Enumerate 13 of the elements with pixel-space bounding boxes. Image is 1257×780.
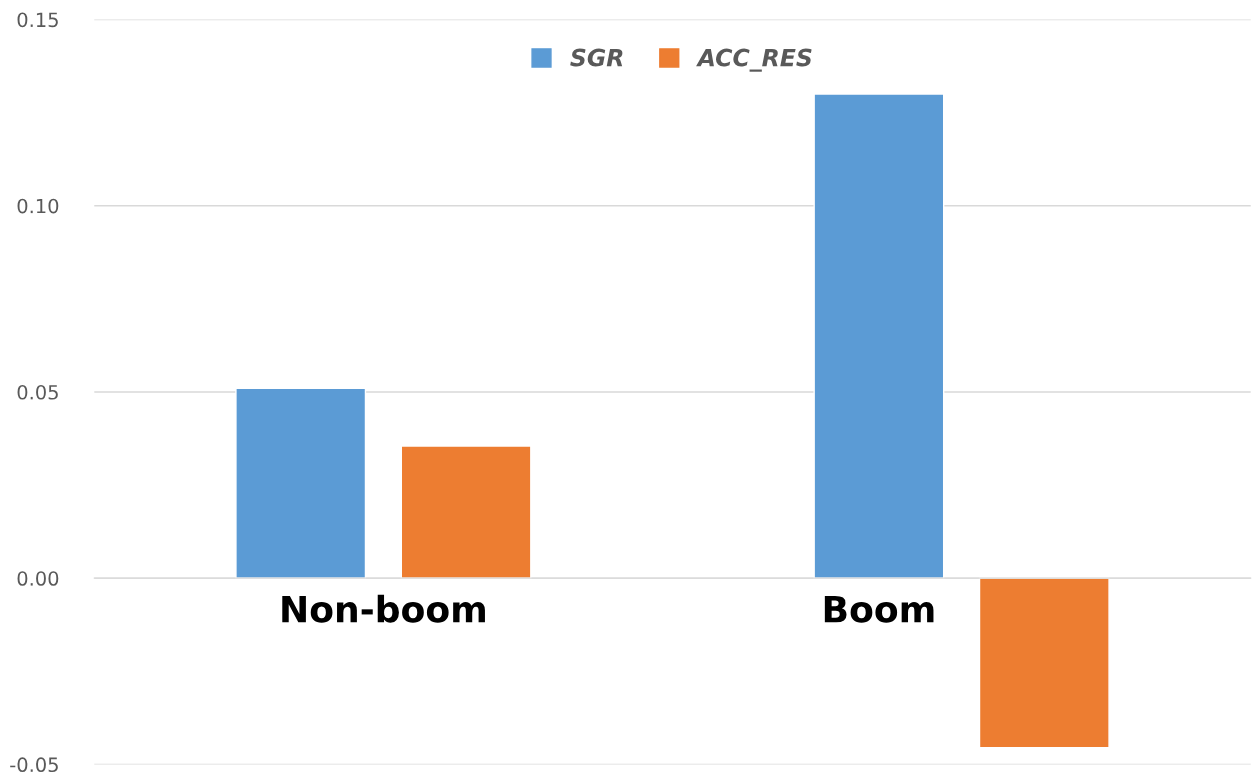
y-tick-label: -0.05 [10, 757, 58, 773]
bar [813, 93, 945, 579]
x-tick-label: Non-boom [282, 594, 485, 623]
legend-label: ACC_RES [696, 48, 812, 72]
y-tick-label: 0.10 [17, 198, 59, 214]
x-tick-label: Boom [824, 595, 934, 623]
y-tick-label: 0.05 [17, 384, 58, 400]
legend-label: SGR [570, 48, 623, 67]
y-tick-label: 0.00 [17, 571, 59, 586]
bar [400, 445, 532, 579]
bar [235, 387, 367, 579]
y-tick-label: 0.15 [17, 12, 58, 28]
bar [978, 577, 1110, 749]
